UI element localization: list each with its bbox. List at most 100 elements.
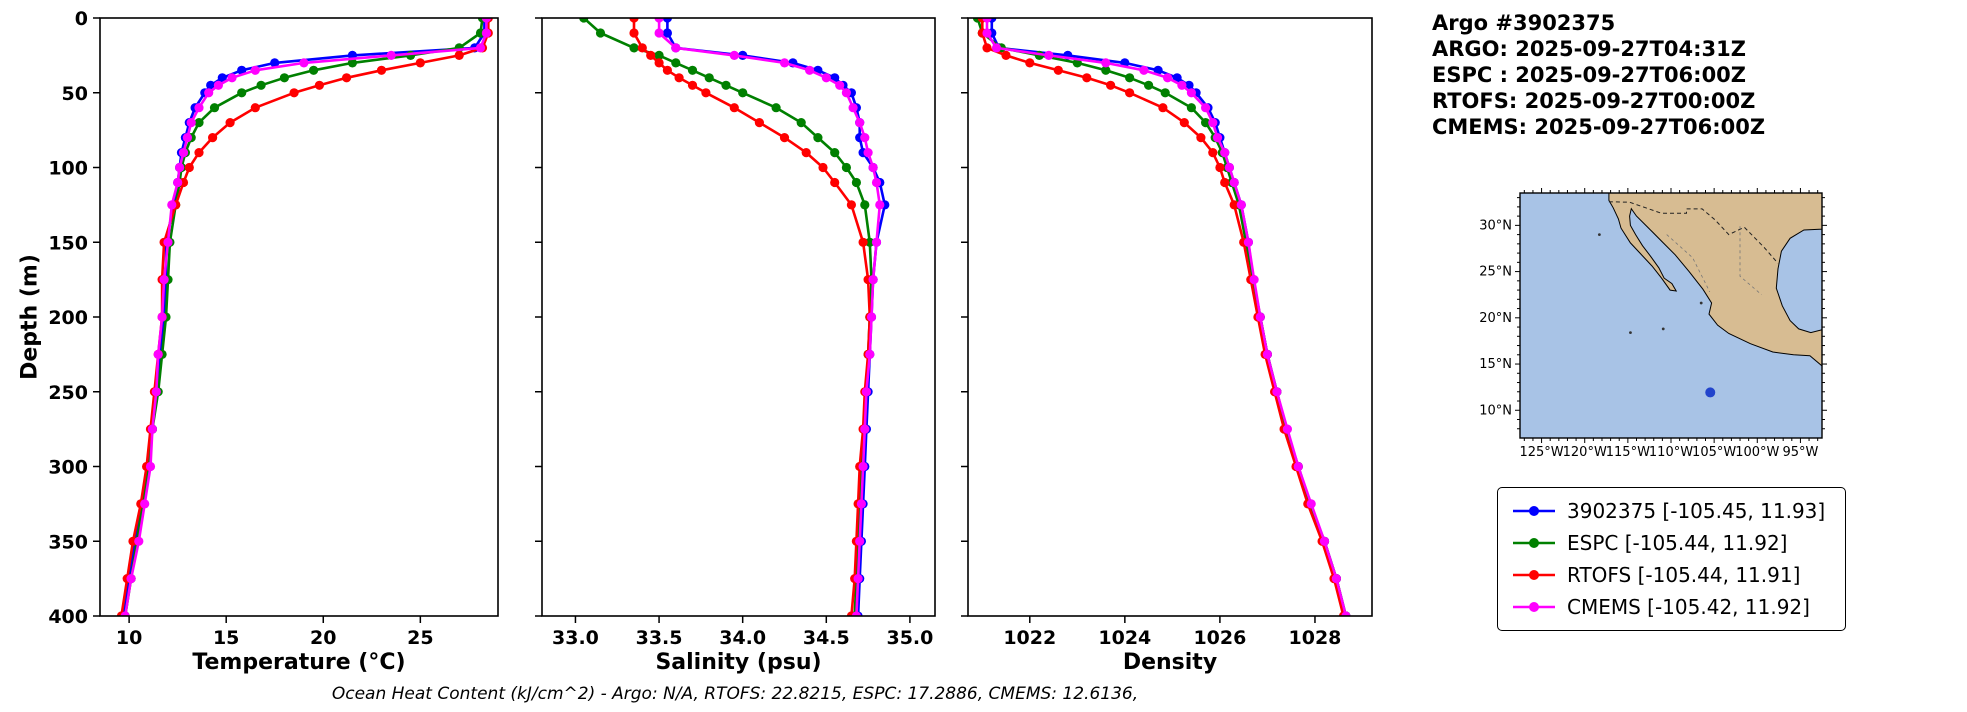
marker-ESPC <box>796 118 806 128</box>
marker-CMEMS <box>1319 536 1330 546</box>
lat-label: 25°N <box>1479 265 1512 280</box>
marker-CMEMS <box>227 73 237 83</box>
marker-CMEMS <box>1236 200 1246 210</box>
marker-RTOFS <box>454 50 464 61</box>
marker-CMEMS <box>204 88 214 98</box>
marker-CMEMS <box>855 536 865 546</box>
legend-marker-ESPC <box>1513 538 1555 548</box>
marker-RTOFS <box>674 73 684 83</box>
marker-CMEMS <box>805 65 815 75</box>
xlabel-temperature: Temperature (°C) <box>192 650 406 675</box>
marker-CMEMS <box>991 43 1002 53</box>
marker-ESPC <box>1144 80 1154 90</box>
marker-CMEMS <box>175 162 185 173</box>
land-mexico <box>1608 192 1823 367</box>
float-position-marker <box>1705 387 1716 398</box>
marker-ESPC <box>771 103 781 113</box>
marker-CMEMS <box>729 50 739 61</box>
marker-3902375 <box>206 80 216 90</box>
legend-label-CMEMS: CMEMS [-105.42, 11.92] <box>1567 595 1810 619</box>
marker-RTOFS <box>858 237 868 247</box>
state-border <box>1666 234 1711 293</box>
marker-RTOFS <box>1158 103 1168 113</box>
marker-CMEMS <box>1177 80 1187 90</box>
x-tick-label: 1024 <box>1098 627 1151 649</box>
marker-ESPC <box>406 50 416 61</box>
marker-CMEMS <box>1044 50 1054 61</box>
marker-RTOFS <box>1220 177 1230 188</box>
marker-CMEMS <box>871 237 882 247</box>
marker-RTOFS <box>818 162 828 173</box>
series-line-3902375 <box>990 18 1348 616</box>
marker-CMEMS <box>671 43 681 53</box>
lon-label: 115°W <box>1606 445 1650 460</box>
marker-CMEMS <box>147 424 157 434</box>
marker-RTOFS <box>1208 148 1218 158</box>
lat-label: 20°N <box>1479 311 1512 326</box>
marker-CMEMS <box>1229 177 1239 188</box>
marker-CMEMS <box>134 536 144 546</box>
marker-CMEMS <box>1201 103 1211 113</box>
marker-RTOFS <box>801 148 811 158</box>
marker-ESPC <box>579 18 589 23</box>
marker-CMEMS <box>1282 424 1292 434</box>
marker-RTOFS <box>1025 58 1035 68</box>
marker-CMEMS <box>858 461 868 472</box>
y-tick-label: 0 <box>75 8 88 30</box>
marker-ESPC <box>654 50 664 61</box>
marker-RTOFS <box>289 88 299 98</box>
marker-ESPC <box>309 65 319 75</box>
marker-RTOFS <box>1125 88 1135 98</box>
marker-3902375 <box>662 18 672 23</box>
marker-3902375 <box>1153 65 1163 75</box>
marker-CMEMS <box>860 424 870 434</box>
series-line-ESPC <box>582 18 873 616</box>
marker-ESPC <box>860 200 870 210</box>
marker-RTOFS <box>1196 133 1206 143</box>
marker-ESPC <box>595 28 606 38</box>
marker-CMEMS <box>1243 237 1253 247</box>
marker-CMEMS <box>151 387 161 397</box>
marker-RTOFS <box>754 118 765 128</box>
header-title: Argo #3902375 <box>1432 11 1616 35</box>
lat-label: 15°N <box>1479 357 1512 372</box>
marker-CMEMS <box>851 611 861 616</box>
marker-CMEMS <box>1139 65 1149 75</box>
location-map: 30°N 25°N 20°N 15°N 10°N 125°W120°W115°W110°W… <box>1479 188 1827 460</box>
marker-CMEMS <box>871 177 882 188</box>
marker-CMEMS <box>1212 133 1223 143</box>
marker-CMEMS <box>120 611 130 616</box>
legend-entry-RTOFS: RTOFS [-105.44, 11.91] <box>1511 563 1825 587</box>
marker-ESPC <box>1186 103 1196 113</box>
legend-marker-RTOFS <box>1513 570 1555 580</box>
marker-CMEMS <box>1163 73 1173 83</box>
marker-CMEMS <box>982 18 992 23</box>
series-line-CMEMS <box>657 18 882 616</box>
legend-label-3902375: 3902375 [-105.45, 11.93] <box>1567 499 1826 523</box>
series-line-ESPC <box>123 18 484 616</box>
marker-RTOFS <box>314 80 324 90</box>
marker-RTOFS <box>637 43 647 53</box>
series-line-RTOFS <box>120 18 490 616</box>
y-tick-label: 200 <box>48 307 88 329</box>
marker-CMEMS <box>481 28 491 38</box>
series-line-3902375 <box>122 18 486 616</box>
marker-ESPC <box>738 88 748 98</box>
x-tick-label: 33.0 <box>552 627 599 649</box>
marker-ESPC <box>629 43 639 53</box>
marker-CMEMS <box>167 200 177 210</box>
plot-frame <box>967 17 1373 617</box>
marker-ESPC <box>671 58 681 68</box>
x-tick-label: 34.5 <box>803 627 850 649</box>
marker-RTOFS <box>194 148 204 158</box>
legend-label-ESPC: ESPC [-105.44, 11.92] <box>1567 531 1788 555</box>
x-tick-label: 33.5 <box>636 627 683 649</box>
x-tick-label: 10 <box>116 627 142 649</box>
marker-3902375 <box>217 73 227 83</box>
marker-ESPC <box>194 118 204 128</box>
marker-ESPC <box>1101 65 1111 75</box>
map-frame <box>1519 192 1823 439</box>
marker-RTOFS <box>654 58 664 68</box>
marker-RTOFS <box>225 118 235 128</box>
marker-CMEMS <box>821 73 831 83</box>
